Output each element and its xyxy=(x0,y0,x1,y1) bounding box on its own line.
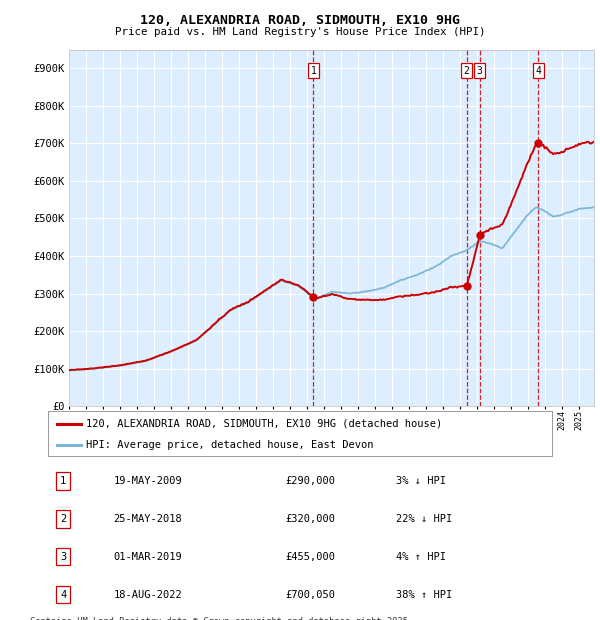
Text: 4% ↑ HPI: 4% ↑ HPI xyxy=(396,552,446,562)
Text: Price paid vs. HM Land Registry's House Price Index (HPI): Price paid vs. HM Land Registry's House … xyxy=(115,27,485,37)
Text: £320,000: £320,000 xyxy=(285,514,335,524)
Text: 2: 2 xyxy=(464,66,470,76)
Text: Contains HM Land Registry data © Crown copyright and database right 2025.
This d: Contains HM Land Registry data © Crown c… xyxy=(30,617,413,620)
Text: 38% ↑ HPI: 38% ↑ HPI xyxy=(396,590,452,600)
Text: 18-AUG-2022: 18-AUG-2022 xyxy=(113,590,182,600)
Text: 25-MAY-2018: 25-MAY-2018 xyxy=(113,514,182,524)
Text: 3: 3 xyxy=(60,552,66,562)
Text: 1: 1 xyxy=(310,66,316,76)
Text: £455,000: £455,000 xyxy=(285,552,335,562)
Text: 4: 4 xyxy=(60,590,66,600)
Text: 4: 4 xyxy=(536,66,541,76)
Text: 120, ALEXANDRIA ROAD, SIDMOUTH, EX10 9HG: 120, ALEXANDRIA ROAD, SIDMOUTH, EX10 9HG xyxy=(140,14,460,27)
Text: 120, ALEXANDRIA ROAD, SIDMOUTH, EX10 9HG (detached house): 120, ALEXANDRIA ROAD, SIDMOUTH, EX10 9HG… xyxy=(86,418,442,428)
Text: 1: 1 xyxy=(60,476,66,486)
Text: 01-MAR-2019: 01-MAR-2019 xyxy=(113,552,182,562)
Text: 19-MAY-2009: 19-MAY-2009 xyxy=(113,476,182,486)
Text: HPI: Average price, detached house, East Devon: HPI: Average price, detached house, East… xyxy=(86,440,373,450)
Text: £290,000: £290,000 xyxy=(285,476,335,486)
Text: £700,050: £700,050 xyxy=(285,590,335,600)
Text: 22% ↓ HPI: 22% ↓ HPI xyxy=(396,514,452,524)
Text: 2: 2 xyxy=(60,514,66,524)
Text: 3% ↓ HPI: 3% ↓ HPI xyxy=(396,476,446,486)
Text: 3: 3 xyxy=(477,66,482,76)
